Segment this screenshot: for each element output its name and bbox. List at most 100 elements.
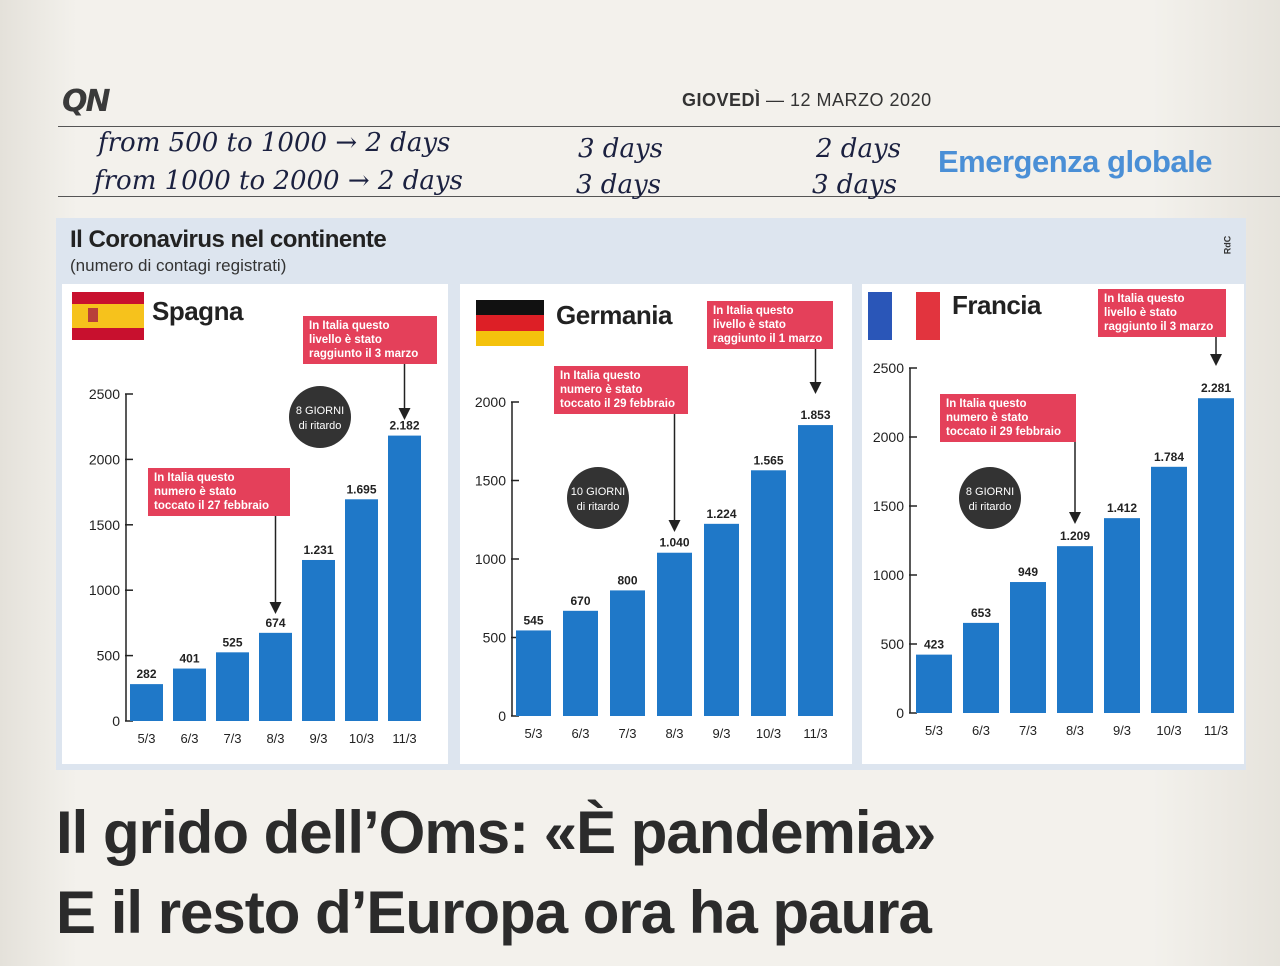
callout-text-france-1: numero è stato [946,412,1028,424]
date: — 12 MARZO 2020 [766,90,932,110]
data-label-france-4: 1.412 [1107,501,1137,515]
callout-text-france-0: raggiunto il 3 marzo [1104,321,1213,333]
x-tick-label-germany-0: 5/3 [524,726,542,741]
handwritten-note-1: from 500 to 1000 → 2 days [98,128,451,158]
data-label-france-3: 1.209 [1060,529,1090,543]
y-tick-label-spain: 1500 [89,517,120,533]
y-tick-label-france: 2500 [873,360,904,376]
callout-text-spain-1: numero è stato [154,486,236,498]
bar-germany-4 [704,523,739,716]
callout-text-germany-1: numero è stato [560,384,642,396]
callout-text-spain-0: In Italia questo [309,320,390,332]
y-tick-label-france: 0 [896,705,904,721]
data-label-spain-0: 282 [136,667,156,681]
x-tick-label-france-0: 5/3 [925,723,943,738]
delay-badge-france [959,467,1021,529]
y-tick-label-germany: 1500 [475,473,506,489]
bar-spain-3 [259,632,292,721]
x-tick-label-spain-0: 5/3 [137,731,155,746]
germany-flag-icon [476,300,544,346]
infographic-title: Il Coronavirus nel continente [70,226,387,253]
delay-badge-spain [289,386,351,448]
bar-germany-0 [516,630,551,716]
data-label-france-2: 949 [1018,565,1038,579]
bar-spain-6 [388,435,421,721]
callout-arrow-head-france-0 [1210,354,1222,366]
delay-badge-text-france: di ritardo [969,501,1012,513]
callout-text-spain-1: toccato il 27 febbraio [154,500,269,512]
chart-title-france: Francia [952,290,1042,320]
bar-germany-6 [798,425,833,716]
y-tick-label-spain: 2500 [89,386,120,402]
data-label-germany-1: 670 [570,594,590,608]
bar-france-0 [916,654,952,713]
delay-badge-germany [567,467,629,529]
callout-text-germany-0: raggiunto il 1 marzo [713,333,822,345]
y-tick-label-spain: 2000 [89,451,120,467]
dateline: GIOVEDÌ — 12 MARZO 2020 [682,90,932,111]
data-label-france-1: 653 [971,606,991,620]
handwritten-france-1: 2 days [816,134,901,164]
x-tick-label-spain-4: 9/3 [309,731,327,746]
data-label-germany-5: 1.565 [753,453,783,467]
bar-france-6 [1198,398,1234,713]
x-tick-label-spain-6: 11/3 [392,731,416,746]
callout-text-germany-0: In Italia questo [713,305,794,317]
delay-badge-text-spain: di ritardo [299,420,342,432]
callout-arrow-head-germany-0 [809,382,822,394]
callout-text-germany-1: In Italia questo [560,370,641,382]
x-tick-label-germany-6: 11/3 [803,726,827,741]
x-tick-label-spain-2: 7/3 [223,731,241,746]
y-tick-label-spain: 1000 [89,582,120,598]
bar-france-3 [1057,546,1093,713]
data-label-spain-6: 2.182 [389,419,419,433]
bar-france-5 [1151,466,1187,713]
data-label-germany-3: 1.040 [659,536,689,550]
chart-title-spain: Spagna [152,296,243,326]
delay-badge-text-germany: 10 GIORNI [571,486,625,498]
x-tick-label-germany-4: 9/3 [712,726,730,741]
callout-box-germany-1 [554,366,688,414]
x-tick-label-spain-1: 6/3 [180,731,198,746]
y-tick-label-germany: 2000 [475,394,506,410]
y-tick-label-france: 500 [881,636,905,652]
x-tick-label-france-5: 10/3 [1156,723,1181,738]
callout-box-france-0 [1098,289,1226,337]
callout-text-germany-0: livello è stato [713,319,786,331]
headline-line-1: Il grido dell’Oms: «È pandemia» [56,799,936,866]
header-rule-top [58,126,1280,127]
callout-text-spain-1: In Italia questo [154,472,235,484]
y-tick-label-spain: 0 [112,713,120,729]
y-tick-label-france: 1500 [873,498,904,514]
bar-france-4 [1104,518,1140,713]
bar-spain-0 [130,684,163,721]
callout-text-france-0: livello è stato [1104,307,1177,319]
chart-title-germany: Germania [556,300,672,330]
weekday: GIOVEDÌ [682,90,761,110]
infographic-subtitle: (numero di contagi registrati) [70,256,287,275]
bar-spain-1 [173,668,206,721]
handwritten-note-2: from 1000 to 2000 → 2 days [94,166,463,196]
callout-box-germany-0 [707,301,833,349]
x-tick-label-spain-5: 10/3 [349,731,374,746]
callout-arrow-head-germany-1 [668,520,681,532]
bar-france-2 [1010,582,1046,713]
x-tick-label-france-2: 7/3 [1019,723,1037,738]
x-tick-label-germany-2: 7/3 [618,726,636,741]
bar-spain-2 [216,652,249,721]
x-tick-label-france-3: 8/3 [1066,723,1084,738]
callout-text-spain-0: raggiunto il 3 marzo [309,348,418,360]
data-label-spain-2: 525 [222,635,242,649]
data-label-spain-3: 674 [265,616,285,630]
data-label-france-5: 1.784 [1154,450,1184,464]
data-label-spain-5: 1.695 [346,482,376,496]
x-tick-label-spain-3: 8/3 [266,731,284,746]
callout-box-spain-0 [303,316,437,364]
delay-badge-text-germany: di ritardo [577,501,620,513]
bar-germany-1 [563,610,598,716]
y-tick-label-germany: 1000 [475,551,506,567]
bar-spain-4 [302,559,335,721]
y-tick-label-germany: 500 [483,630,507,646]
x-tick-label-germany-5: 10/3 [756,726,781,741]
bar-spain-5 [345,499,378,721]
